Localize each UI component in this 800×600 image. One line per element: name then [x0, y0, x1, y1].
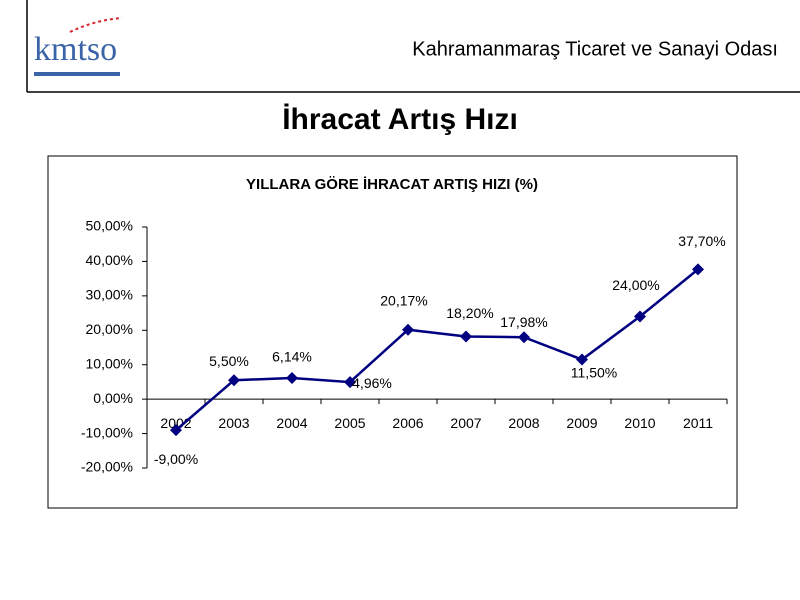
data-point	[344, 376, 356, 389]
slide-title: İhracat Artış Hızı	[282, 103, 518, 136]
logo-stars	[69, 17, 123, 33]
chart-frame	[47, 155, 738, 509]
y-tick-label: 30,00%	[86, 287, 133, 303]
x-tick-label: 2006	[392, 415, 423, 431]
series-line	[175, 268, 699, 432]
x-tick-label: 2009	[566, 415, 597, 431]
data-point	[170, 424, 182, 437]
data-label: 37,70%	[678, 233, 725, 249]
x-tick-label: 2005	[334, 415, 365, 431]
y-tick-label: -10,00%	[81, 424, 133, 440]
y-tick-label: 10,00%	[86, 355, 133, 371]
data-label: 24,00%	[612, 277, 659, 293]
data-label: 20,17%	[380, 292, 427, 308]
data-point	[518, 331, 530, 344]
y-tick-label: 50,00%	[86, 218, 133, 234]
chart-title: YILLARA GÖRE İHRACAT ARTIŞ HIZI (%)	[246, 176, 538, 193]
data-point	[576, 353, 588, 366]
data-label: 17,98%	[500, 314, 547, 330]
data-label: 11,50%	[571, 364, 617, 380]
data-label: 4,96%	[352, 375, 392, 391]
x-tick-label: 2004	[276, 415, 307, 431]
data-point	[286, 372, 298, 385]
header-title: Kahramanmaraş Ticaret ve Sanayi Odası	[412, 38, 778, 60]
data-point	[692, 263, 704, 276]
x-tick-label: 2011	[683, 415, 713, 431]
data-label: 6,14%	[272, 349, 312, 365]
data-label: 18,20%	[446, 305, 493, 321]
x-tick-label: 2003	[218, 415, 249, 431]
data-point	[460, 330, 472, 343]
x-tick-label: 2010	[624, 415, 655, 431]
y-tick-label: 40,00%	[86, 252, 133, 268]
x-tick-label: 2007	[450, 415, 481, 431]
data-point	[228, 374, 240, 387]
x-tick-label: 2008	[508, 415, 539, 431]
data-label: 5,50%	[209, 353, 249, 369]
y-tick-label: 20,00%	[86, 321, 133, 337]
logo: kmtso	[34, 31, 117, 68]
y-tick-label: -20,00%	[81, 459, 133, 475]
data-point	[402, 323, 414, 336]
logo-bar	[34, 72, 120, 76]
x-tick-label: 2002	[160, 415, 191, 431]
data-label: -9,00%	[154, 451, 198, 467]
data-point	[634, 310, 646, 323]
y-tick-label: 0,00%	[93, 390, 133, 406]
